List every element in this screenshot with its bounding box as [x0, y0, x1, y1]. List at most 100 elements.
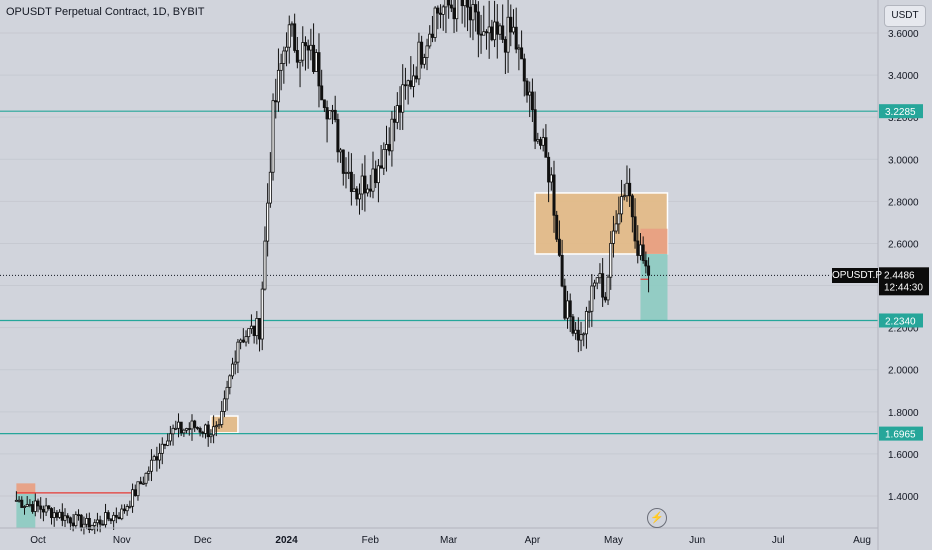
candle-body — [117, 516, 121, 520]
candle-body — [593, 282, 597, 287]
candle-body — [360, 175, 364, 195]
candle-body — [249, 325, 253, 330]
candle-body — [139, 481, 143, 485]
candle-body — [466, 0, 470, 8]
y-tick-label: 2.2000 — [888, 324, 919, 335]
candle-body — [382, 149, 386, 169]
candle-body — [571, 316, 575, 334]
countdown-label: 12:44:30 — [884, 282, 923, 293]
candle-body — [290, 23, 294, 26]
candle-body — [336, 119, 340, 153]
candle-body — [393, 118, 397, 123]
level-price-label: 1.6965 — [885, 430, 916, 441]
candle-body — [441, 6, 445, 15]
candle-body — [114, 514, 118, 518]
candle-body — [609, 243, 613, 278]
candle-body — [106, 512, 110, 520]
y-tick-label: 1.8000 — [888, 408, 919, 419]
candle-body — [433, 7, 437, 38]
candle-body — [576, 329, 580, 341]
candle-body — [155, 456, 159, 461]
candle-body — [204, 424, 208, 434]
candle-body — [122, 508, 126, 512]
candle-body — [98, 519, 102, 525]
candle-body — [606, 276, 610, 301]
candle-body — [506, 16, 510, 53]
lightning-icon[interactable]: ⚡ — [647, 508, 667, 528]
candle-body — [20, 499, 24, 508]
candle-body — [347, 171, 351, 174]
candle-body — [233, 361, 237, 365]
candle-body — [530, 91, 534, 111]
y-tick-label: 2.0000 — [888, 366, 919, 377]
candle-body — [163, 443, 167, 446]
candle-body — [260, 288, 264, 340]
candle-body — [544, 137, 548, 158]
currency-button[interactable]: USDT — [884, 5, 926, 27]
candle-body — [217, 424, 221, 427]
candle-body — [285, 46, 289, 52]
candle-body — [344, 172, 348, 174]
candle-body — [44, 505, 48, 513]
candle-body — [509, 16, 513, 33]
candle-body — [104, 512, 108, 526]
candle-body — [14, 499, 18, 502]
candle-body — [611, 230, 615, 244]
candle-body — [498, 25, 502, 35]
x-tick-label: Mar — [440, 535, 458, 546]
y-tick-label: 1.4000 — [888, 492, 919, 503]
candle-body — [468, 6, 472, 21]
candle-body — [160, 443, 164, 454]
candle-body — [120, 508, 124, 520]
candle-body — [168, 433, 172, 442]
candle-body — [85, 518, 89, 525]
candle-body — [333, 109, 337, 120]
candle-body — [252, 325, 256, 337]
candle-body — [539, 139, 543, 146]
candle-body — [171, 427, 175, 435]
candle-body — [601, 273, 605, 298]
candle-body — [406, 80, 410, 86]
candle-body — [147, 470, 151, 474]
candle-body — [179, 421, 183, 434]
candle-body — [463, 0, 467, 7]
candle-body — [390, 118, 394, 152]
candle-body — [193, 420, 197, 428]
candle-body — [293, 23, 297, 51]
candle-body — [222, 398, 226, 412]
candle-body — [136, 481, 140, 497]
candle-body — [409, 80, 413, 87]
candle-body — [560, 254, 564, 287]
candle-body — [33, 500, 37, 512]
candle-body — [125, 506, 129, 512]
candle-body — [379, 165, 383, 169]
candle-body — [566, 300, 570, 319]
candle-body — [422, 57, 426, 65]
candle-body — [495, 21, 499, 35]
candle-body — [268, 171, 272, 204]
candle-body — [630, 195, 634, 218]
candle-body — [247, 328, 251, 338]
candle-body — [636, 240, 640, 256]
candle-body — [476, 11, 480, 35]
candle-body — [528, 91, 532, 96]
candle-body — [355, 188, 359, 200]
candle-body — [493, 21, 497, 41]
candle-body — [50, 508, 54, 519]
candle-body — [87, 518, 91, 530]
candle-body — [263, 240, 267, 290]
candle-body — [312, 44, 316, 72]
candle-body — [330, 109, 334, 112]
chart-title: OPUSDT Perpetual Contract, 1D, BYBIT — [6, 6, 205, 18]
candle-body — [209, 434, 213, 438]
x-tick-label: Nov — [113, 535, 131, 546]
candle-body — [525, 80, 529, 96]
y-tick-label: 3.2000 — [888, 113, 919, 124]
candle-body — [341, 149, 345, 174]
candle-body — [68, 517, 72, 524]
candle-body — [598, 273, 602, 279]
candle-body — [158, 452, 162, 461]
